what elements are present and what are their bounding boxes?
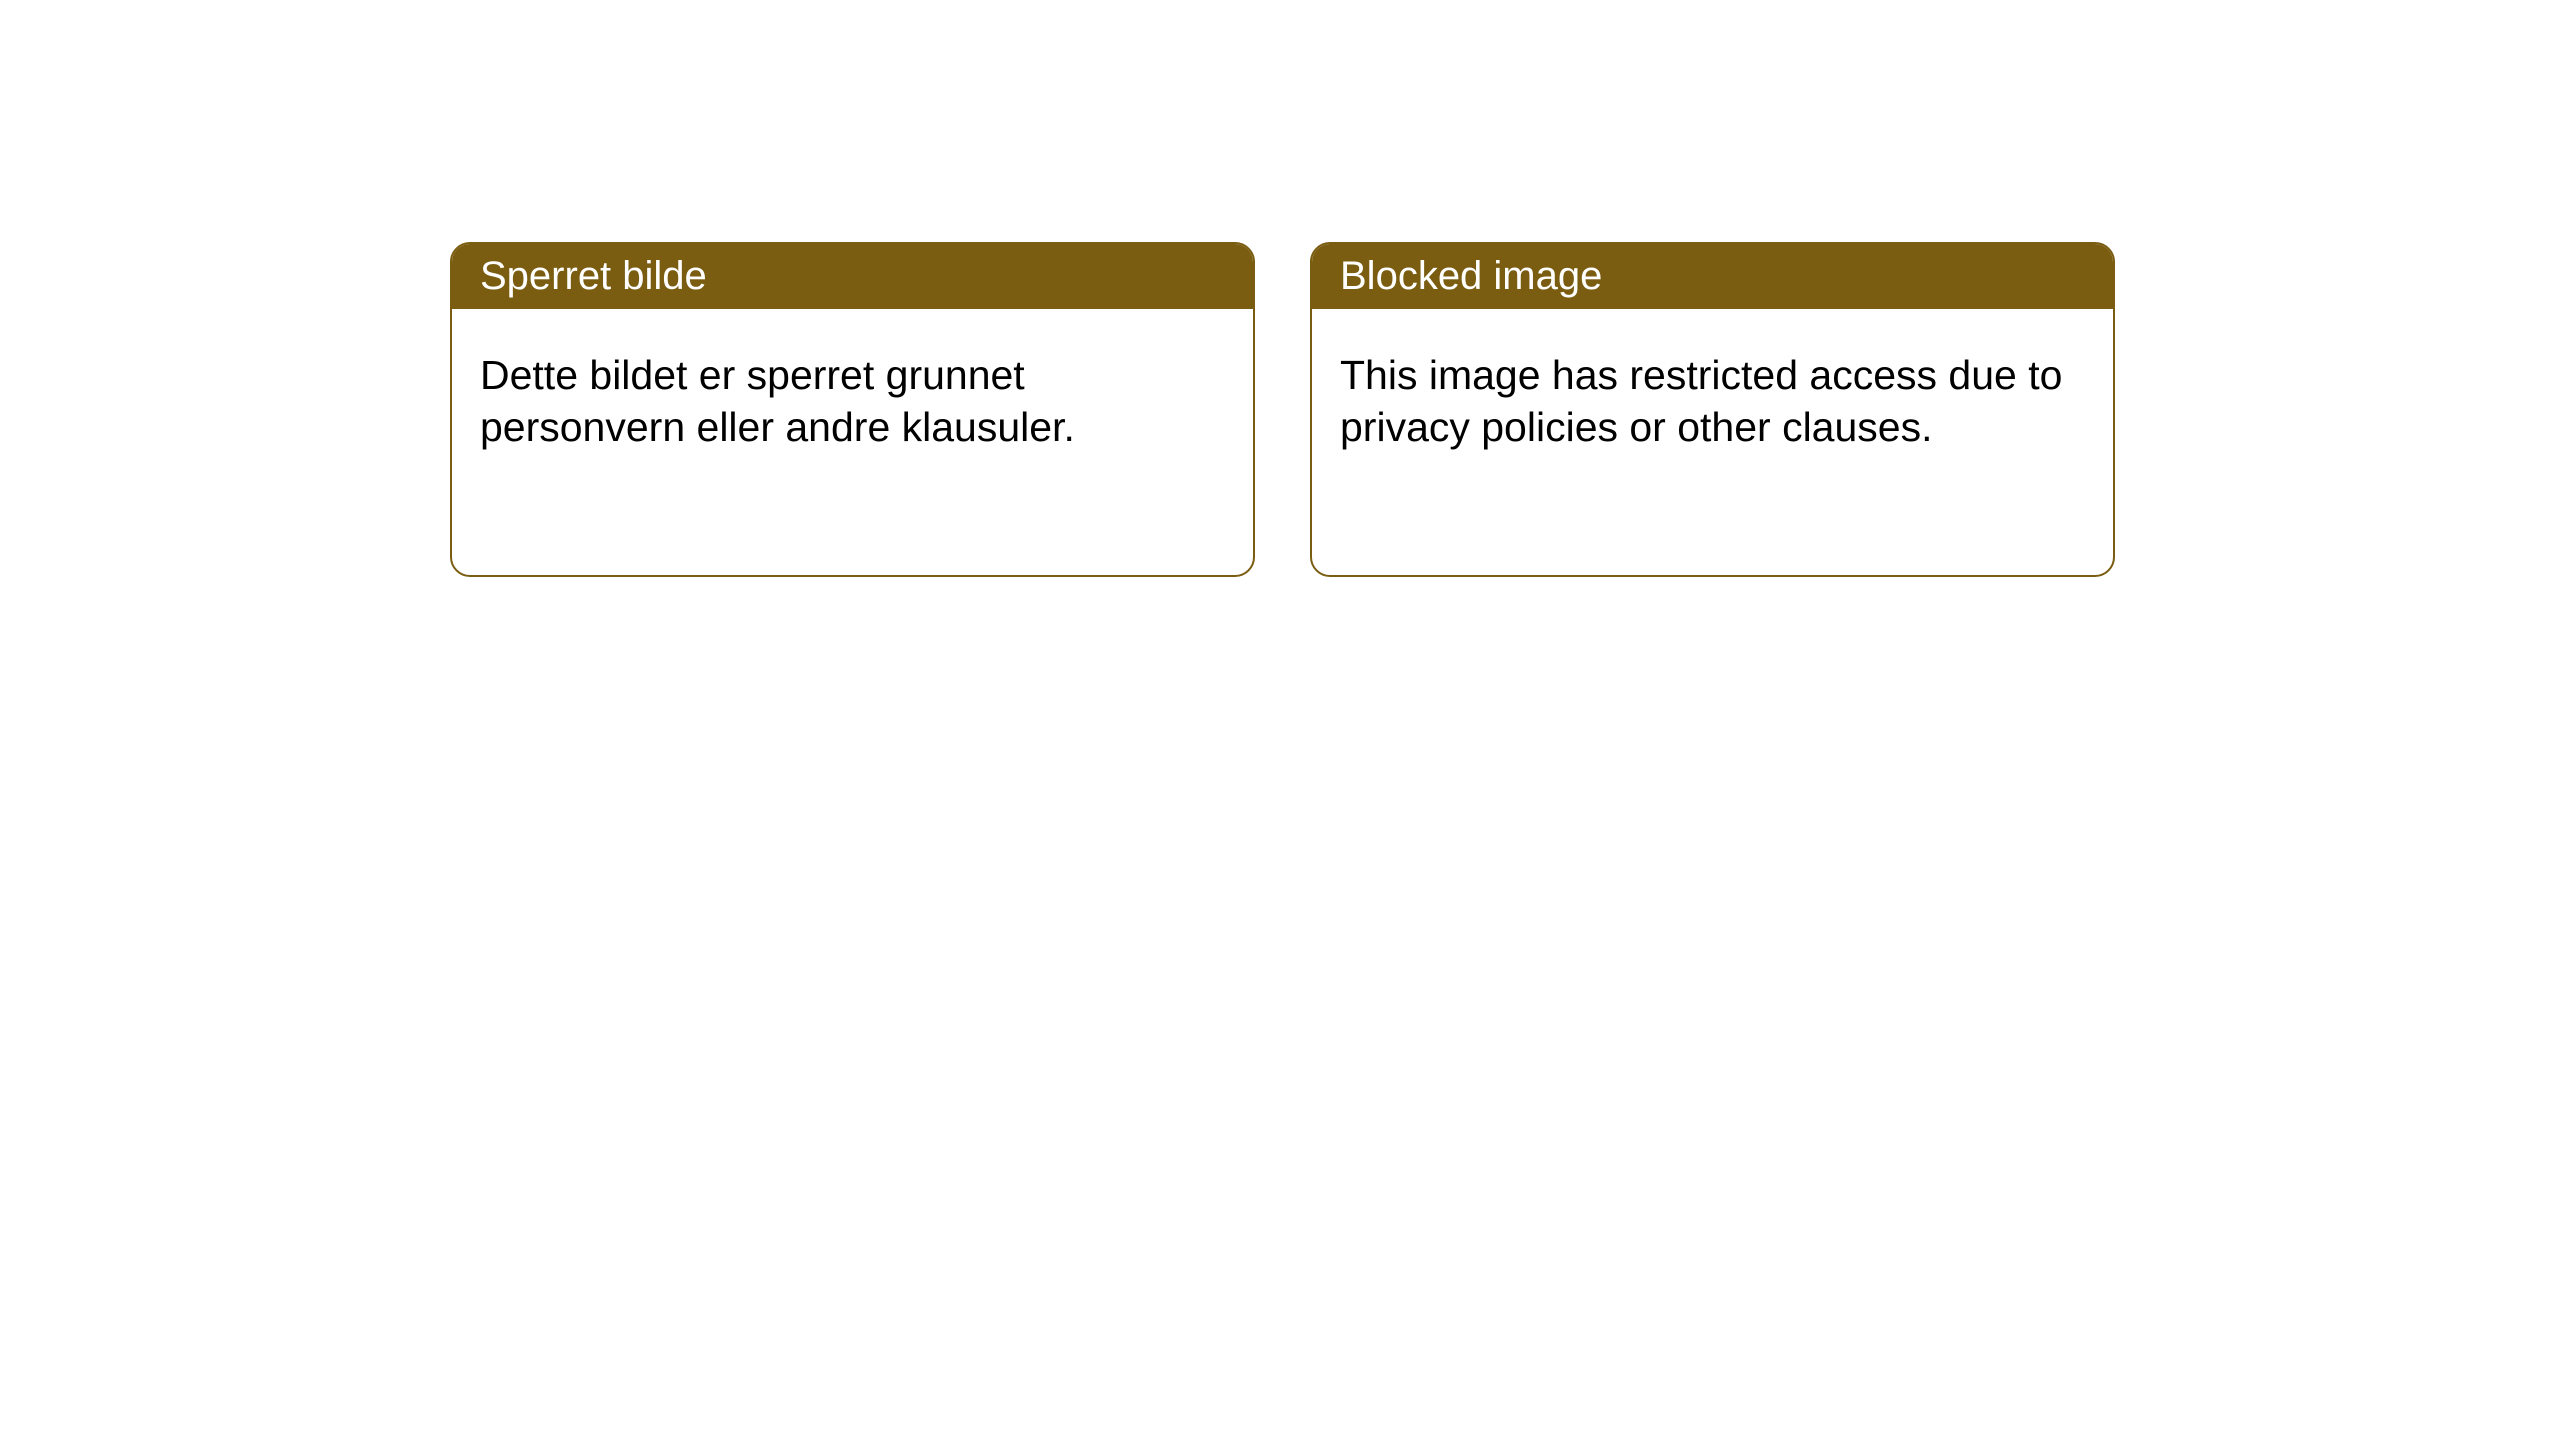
card-message: Dette bildet er sperret grunnet personve… — [480, 352, 1075, 450]
blocked-image-card-english: Blocked image This image has restricted … — [1310, 242, 2115, 577]
notice-cards-container: Sperret bilde Dette bildet er sperret gr… — [450, 242, 2115, 577]
card-body: This image has restricted access due to … — [1312, 309, 2113, 494]
blocked-image-card-norwegian: Sperret bilde Dette bildet er sperret gr… — [450, 242, 1255, 577]
card-header: Blocked image — [1312, 244, 2113, 309]
card-header: Sperret bilde — [452, 244, 1253, 309]
card-title: Blocked image — [1340, 254, 1602, 298]
card-body: Dette bildet er sperret grunnet personve… — [452, 309, 1253, 494]
card-message: This image has restricted access due to … — [1340, 352, 2062, 450]
card-title: Sperret bilde — [480, 254, 707, 298]
